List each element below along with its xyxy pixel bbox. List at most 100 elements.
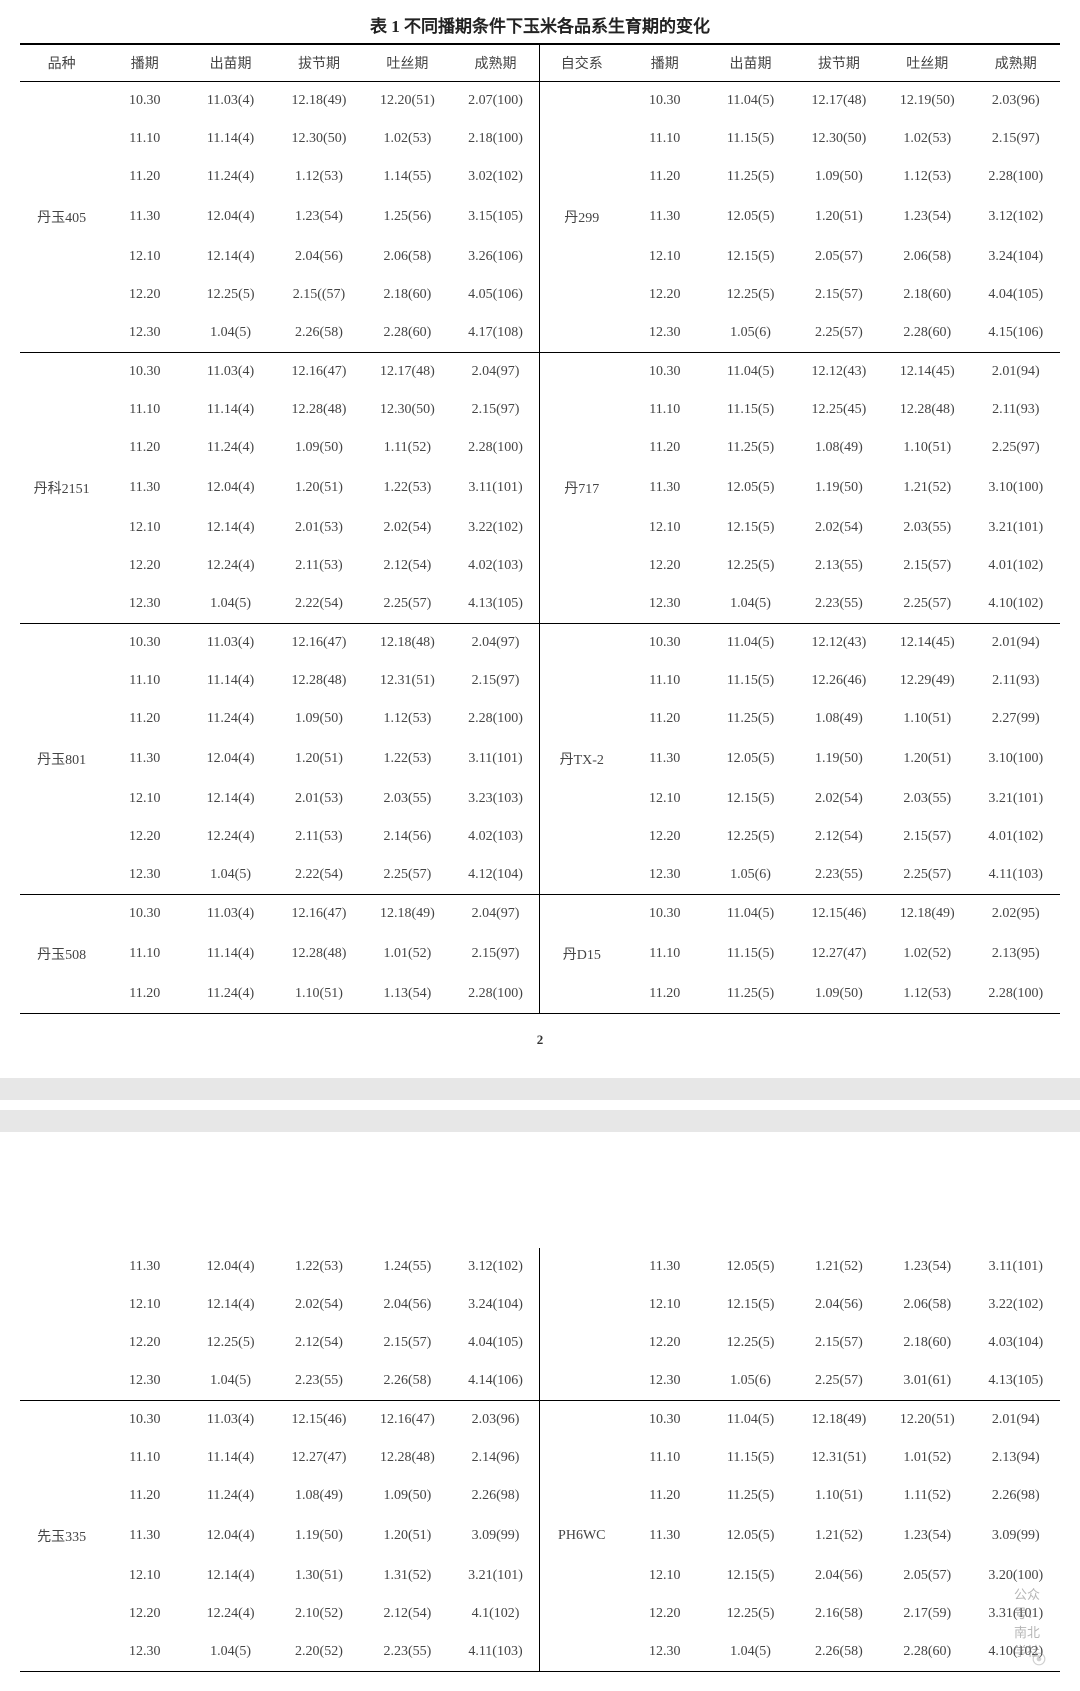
page-number: 2	[20, 1032, 1060, 1048]
cell: 11.30	[103, 1248, 186, 1286]
cell: 11.10	[103, 120, 186, 158]
col-hdr: 自交系	[540, 44, 623, 82]
cell: 12.30	[623, 1633, 706, 1672]
cell	[540, 547, 623, 585]
cell: 3.02(102)	[452, 158, 540, 196]
cell: 1.20(51)	[883, 738, 971, 780]
cell: 11.30	[103, 467, 186, 509]
cell: 4.13(105)	[452, 585, 540, 624]
cell: 12.15(5)	[706, 1286, 794, 1324]
cell: 2.14(56)	[363, 818, 451, 856]
cell: 11.15(5)	[706, 120, 794, 158]
cell: 12.30	[103, 856, 186, 895]
cell: 1.01(52)	[363, 933, 451, 975]
cell: 3.12(102)	[971, 196, 1060, 238]
cell: 1.10(51)	[275, 975, 363, 1014]
cell: 12.17(48)	[795, 82, 883, 121]
table-row: 10.3011.03(4)12.16(47)12.18(48)2.04(97)1…	[20, 624, 1060, 663]
cell: 1.23(54)	[275, 196, 363, 238]
cell: 12.30	[103, 314, 186, 353]
cell: 10.30	[103, 624, 186, 663]
cell: 11.25(5)	[706, 975, 794, 1014]
cell: 2.04(56)	[795, 1557, 883, 1595]
cell: 2.07(100)	[452, 82, 540, 121]
cell: 2.28(60)	[883, 1633, 971, 1672]
cell: 4.12(104)	[452, 856, 540, 895]
cell: 12.30	[103, 585, 186, 624]
cell: 10.30	[623, 624, 706, 663]
table-row: 12.301.04(5)2.26(58)2.28(60)4.17(108)12.…	[20, 314, 1060, 353]
cell: 2.06(58)	[883, 238, 971, 276]
cell: 12.25(5)	[706, 276, 794, 314]
cell: 11.24(4)	[186, 700, 274, 738]
table-row: 12.301.04(5)2.22(54)2.25(57)4.13(105)12.…	[20, 585, 1060, 624]
table-row: 11.2011.24(4)1.09(50)1.12(53)2.28(100)11…	[20, 700, 1060, 738]
table-row: 11.1011.14(4)12.28(48)12.31(51)2.15(97)1…	[20, 662, 1060, 700]
cell: 2.15(57)	[883, 818, 971, 856]
cell: 1.11(52)	[883, 1477, 971, 1515]
cell: 丹717	[540, 467, 623, 509]
cell	[20, 1362, 103, 1401]
table-row: 10.3011.03(4)12.16(47)12.18(49)2.04(97)1…	[20, 895, 1060, 934]
cell: 2.22(54)	[275, 585, 363, 624]
cell: 2.15(57)	[795, 1324, 883, 1362]
cell: 12.30	[103, 1633, 186, 1672]
cell: 1.12(53)	[883, 158, 971, 196]
cell: 12.12(43)	[795, 624, 883, 663]
cell: 2.23(55)	[275, 1362, 363, 1401]
cell: 12.19(50)	[883, 82, 971, 121]
cell: 12.10	[623, 509, 706, 547]
cell	[540, 1439, 623, 1477]
cell: 12.10	[103, 1557, 186, 1595]
cell: 11.20	[103, 1477, 186, 1515]
cell: 1.10(51)	[883, 429, 971, 467]
cell: 2.04(97)	[452, 895, 540, 934]
cell	[540, 975, 623, 1014]
cell: 1.31(52)	[363, 1557, 451, 1595]
cell: 2.12(54)	[363, 547, 451, 585]
cell: 12.05(5)	[706, 196, 794, 238]
cell	[20, 700, 103, 738]
cell	[540, 1595, 623, 1633]
cell: 12.31(51)	[795, 1439, 883, 1477]
cell: 11.10	[103, 391, 186, 429]
cell: 3.23(103)	[452, 780, 540, 818]
cell	[20, 1439, 103, 1477]
cell: 11.20	[103, 158, 186, 196]
cell: 3.10(100)	[971, 467, 1060, 509]
cell: 10.30	[103, 895, 186, 934]
cell: 1.22(53)	[275, 1248, 363, 1286]
cell: 2.25(97)	[971, 429, 1060, 467]
cell	[20, 1401, 103, 1440]
table-row: 11.2011.24(4)1.10(51)1.13(54)2.28(100)11…	[20, 975, 1060, 1014]
cell: 3.22(102)	[452, 509, 540, 547]
cell: 2.17(59)	[883, 1595, 971, 1633]
cell: 12.16(47)	[275, 624, 363, 663]
cell: 2.25(57)	[883, 856, 971, 895]
cell: PH6WC	[540, 1515, 623, 1557]
cell: 12.29(49)	[883, 662, 971, 700]
cell: 2.12(54)	[363, 1595, 451, 1633]
cell: 2.15(57)	[363, 1324, 451, 1362]
cell	[540, 1362, 623, 1401]
cell: 12.25(45)	[795, 391, 883, 429]
cell: 12.30	[623, 585, 706, 624]
cell: 11.25(5)	[706, 700, 794, 738]
cell: 11.03(4)	[186, 1401, 274, 1440]
cell: 11.25(5)	[706, 429, 794, 467]
cell	[20, 82, 103, 121]
cell	[20, 238, 103, 276]
cell: 11.30	[623, 738, 706, 780]
cell: 11.10	[623, 662, 706, 700]
col-hdr: 吐丝期	[363, 44, 451, 82]
cell: 12.28(48)	[363, 1439, 451, 1477]
cell: 12.25(5)	[706, 1324, 794, 1362]
col-hdr: 播期	[623, 44, 706, 82]
cell: 1.02(52)	[883, 933, 971, 975]
cell: 2.13(94)	[971, 1439, 1060, 1477]
table-row: 12.2012.25(5)2.15((57)2.18(60)4.05(106)1…	[20, 276, 1060, 314]
col-hdr: 播期	[103, 44, 186, 82]
cell: 1.21(52)	[795, 1515, 883, 1557]
cell: 10.30	[623, 1401, 706, 1440]
cell: 12.05(5)	[706, 1248, 794, 1286]
